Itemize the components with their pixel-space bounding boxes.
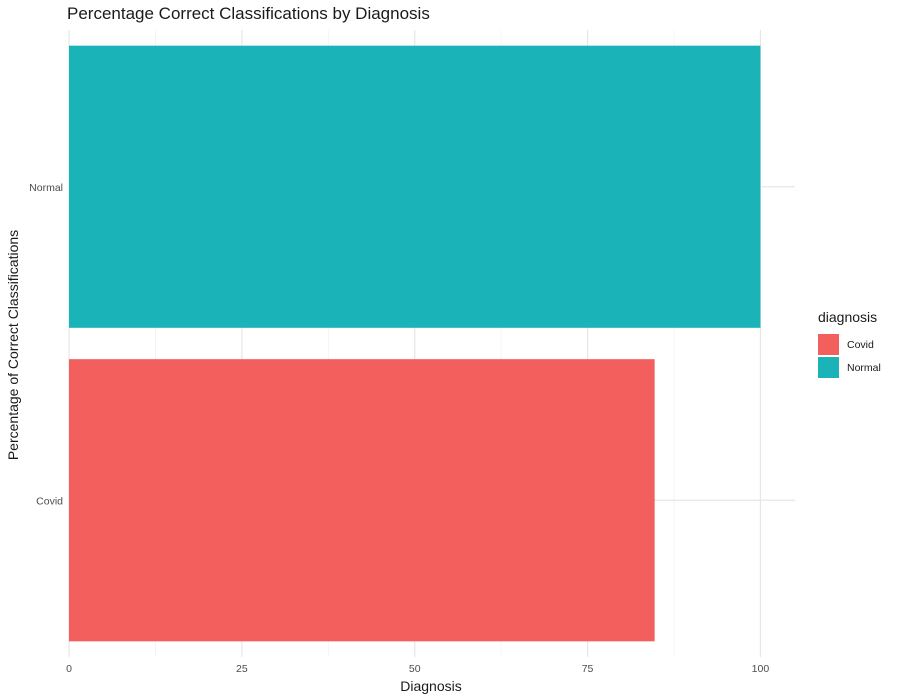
y-tick-label: Covid: [36, 495, 63, 507]
x-axis-ticks: 0 25 50 75 100: [66, 663, 769, 675]
x-tick-label: 50: [409, 663, 421, 675]
y-axis-ticks: Covid Normal: [29, 182, 63, 508]
x-axis-title: Diagnosis: [400, 678, 461, 694]
y-axis-title: Percentage of Correct Classifications: [5, 230, 21, 460]
x-tick-label: 25: [236, 663, 248, 675]
x-tick-label: 100: [752, 663, 770, 675]
x-tick-label: 75: [582, 663, 594, 675]
legend-title: diagnosis: [818, 309, 878, 325]
bars: [69, 45, 761, 642]
legend-swatch-covid: [818, 334, 839, 355]
x-tick-label: 0: [66, 663, 72, 675]
legend-item-normal: Normal: [818, 356, 881, 379]
y-tick-label: Normal: [29, 182, 63, 194]
legend: diagnosis Covid Normal: [818, 309, 881, 379]
legend-label-normal: Normal: [847, 361, 881, 374]
bar-normal: [69, 45, 761, 328]
legend-label-covid: Covid: [847, 338, 874, 351]
legend-item-covid: Covid: [818, 333, 881, 356]
chart-title: Percentage Correct Classifications by Di…: [67, 4, 430, 23]
bar-covid: [69, 359, 655, 642]
legend-swatch-normal: [818, 357, 839, 378]
